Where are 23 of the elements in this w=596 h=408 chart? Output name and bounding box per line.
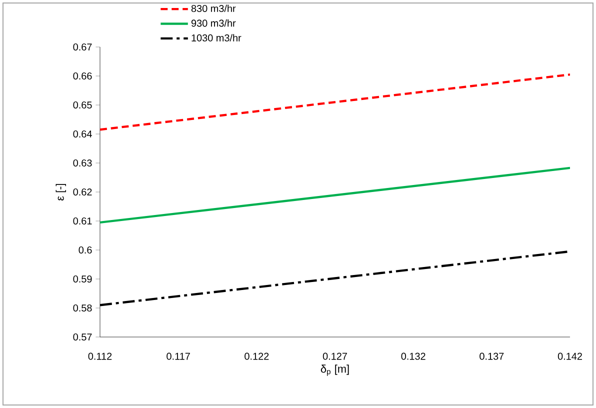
y-tick-label: 0.64 <box>73 130 92 138</box>
x-axis-title: δ$_{p}$ [m] <box>320 364 349 376</box>
x-tick-label: 0.142 <box>558 352 582 360</box>
y-tick-label: 0.65 <box>73 101 92 109</box>
x-tick-label: 0.137 <box>480 352 504 360</box>
y-tick-label: 0.66 <box>73 72 92 80</box>
x-tick-label: 0.127 <box>322 352 347 360</box>
legend-label: 1030 m3/hr <box>192 34 242 42</box>
x-tick-label: 0.112 <box>88 352 112 360</box>
y-tick-label: 0.61 <box>73 217 92 225</box>
x-tick-label: 0.122 <box>244 352 269 360</box>
y-tick-label: 0.63 <box>73 159 92 167</box>
legend-label: 930 m3/hr <box>191 19 236 27</box>
y-tick-label: 0.62 <box>73 188 92 196</box>
y-tick-label: 0.58 <box>73 304 92 312</box>
y-tick-label: 0.59 <box>73 275 92 283</box>
legend-label: 830 m3/hr <box>191 4 236 12</box>
y-tick-label: 0.6 <box>78 246 92 254</box>
y-axis-title: ε [-] <box>56 184 66 200</box>
x-tick-label: 0.132 <box>401 352 426 360</box>
y-tick-label: 0.57 <box>73 333 92 341</box>
y-tick-label: 0.67 <box>73 43 92 51</box>
x-tick-label: 0.117 <box>166 352 190 360</box>
